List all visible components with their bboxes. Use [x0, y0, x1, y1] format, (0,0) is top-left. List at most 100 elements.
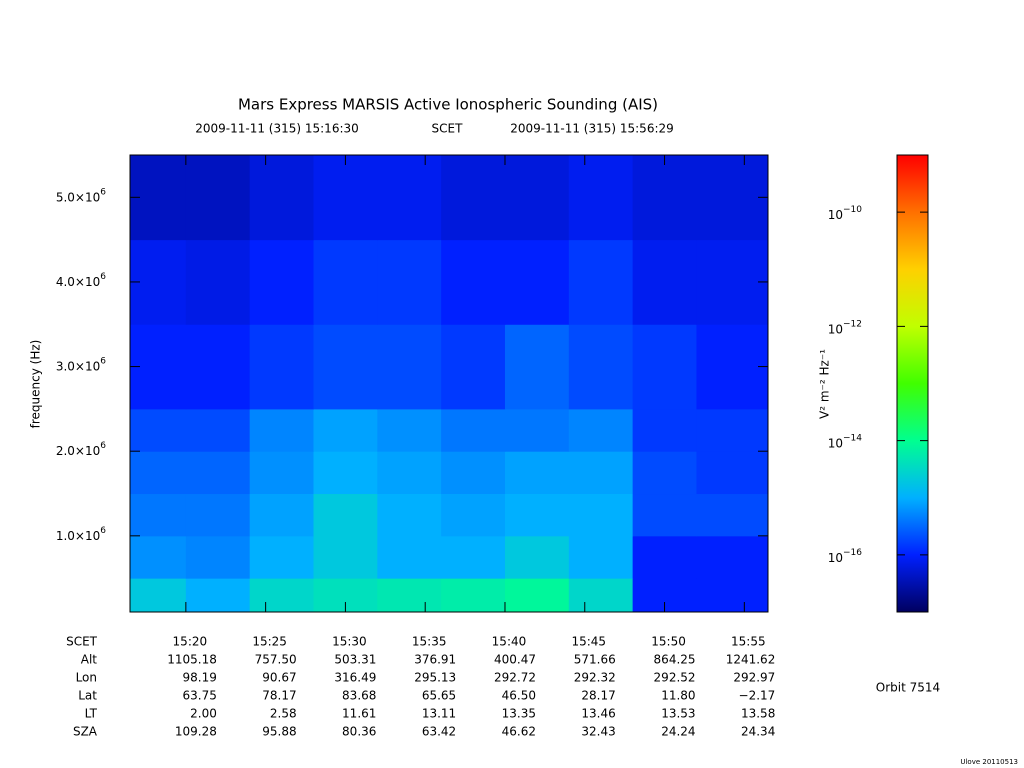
ephemeris-value: 1241.62	[726, 653, 776, 667]
spectrogram-cell	[441, 239, 506, 325]
ephemeris-value: 295.13	[414, 671, 456, 685]
spectrogram-cell	[696, 239, 769, 325]
ephemeris-value: 13.11	[422, 707, 456, 721]
spectrogram-cell	[568, 451, 634, 495]
credit: Ulove 20110513	[960, 758, 1018, 766]
ephemeris-value: 24.24	[661, 725, 695, 739]
spectrogram-cell	[632, 451, 697, 495]
spectrogram-cell	[696, 493, 769, 537]
spectrogram-cell	[377, 324, 442, 410]
colorbar	[896, 154, 929, 613]
spectrogram-cell	[185, 155, 251, 241]
chart-title: Mars Express MARSIS Active Ionospheric S…	[238, 96, 658, 114]
spectrogram-cell	[185, 451, 251, 495]
ephemeris-value: 46.50	[502, 689, 536, 703]
ephemeris-value: 80.36	[342, 725, 376, 739]
y-tick-label: 3.0×106	[56, 356, 106, 373]
x-tick-label: 15:55	[731, 635, 766, 649]
spectrogram-cell	[185, 493, 251, 537]
x-tick-label: 15:45	[571, 635, 606, 649]
spectrogram-cell	[249, 324, 315, 410]
spectrogram-cell	[313, 155, 378, 241]
spectrogram-cell	[130, 408, 187, 452]
ephemeris-label: Alt	[81, 653, 98, 667]
spectrogram-cell	[313, 408, 378, 452]
spectrogram-cell	[696, 535, 769, 579]
spectrogram-cell	[568, 578, 634, 613]
spectrogram-cell	[568, 324, 634, 410]
colorbar-tick-label: 10−10	[828, 205, 863, 222]
ephemeris-value: 292.52	[654, 671, 696, 685]
spectrogram-cell	[130, 493, 187, 537]
spectrogram-cell	[696, 155, 769, 241]
spectrogram-cell	[377, 155, 442, 241]
ephemeris-value: 11.80	[661, 689, 695, 703]
ephemeris-value: 292.97	[733, 671, 775, 685]
spectrogram-cell	[441, 578, 506, 613]
ephemeris-label: Lat	[78, 689, 97, 703]
plot-frame	[129, 154, 769, 613]
spectrogram-cell	[568, 535, 634, 579]
spectrogram-cell	[249, 408, 315, 452]
spectrogram-cell	[504, 324, 570, 410]
spectrogram-cell	[568, 493, 634, 537]
ephemeris-value: 24.34	[741, 725, 775, 739]
spectrogram-cell	[313, 493, 378, 537]
spectrogram-cell	[632, 535, 697, 579]
spectrogram-cell	[130, 535, 187, 579]
spectrogram-cell	[504, 493, 570, 537]
spectrogram-cell	[313, 239, 378, 325]
spectrogram-cell	[249, 155, 315, 241]
spectrogram-cell	[504, 155, 570, 241]
x-tick-label: 15:20	[173, 635, 208, 649]
ephemeris-value: 13.46	[581, 707, 615, 721]
spectrogram-cell	[377, 535, 442, 579]
ephemeris-value: 2.58	[270, 707, 297, 721]
spectrogram-cell	[504, 239, 570, 325]
ephemeris-value: 13.53	[661, 707, 695, 721]
ephemeris-value: 28.17	[581, 689, 615, 703]
ephemeris-value: 13.35	[502, 707, 536, 721]
y-tick-label: 1.0×106	[56, 525, 106, 542]
spectrogram-cell	[249, 239, 315, 325]
ephemeris-value: 757.50	[255, 653, 297, 667]
ephemeris-value: 90.67	[262, 671, 296, 685]
spectrogram-cell	[130, 451, 187, 495]
ephemeris-value: 13.58	[741, 707, 775, 721]
ephemeris-value: 46.62	[502, 725, 536, 739]
spectrogram-cell	[696, 324, 769, 410]
ephemeris-label: SZA	[73, 725, 98, 739]
spectrogram-cell	[313, 451, 378, 495]
ephemeris-value: 400.47	[494, 653, 536, 667]
ephemeris-value: −2.17	[739, 689, 776, 703]
spectrogram-cell	[632, 155, 697, 241]
spectrogram-cell	[185, 408, 251, 452]
spectrogram-cell	[377, 578, 442, 613]
ephemeris-value: 864.25	[654, 653, 696, 667]
x-tick-label: 15:40	[492, 635, 527, 649]
ephemeris-label: SCET	[66, 635, 98, 649]
spectrogram-cell	[185, 578, 251, 613]
spectrogram-cell	[504, 535, 570, 579]
spectrogram-cell	[632, 239, 697, 325]
x-tick-label: 15:25	[252, 635, 287, 649]
colorbar-tick-label: 10−12	[828, 319, 862, 336]
orbit-label: Orbit 7514	[876, 681, 940, 695]
colorbar-tick-label: 10−16	[828, 547, 863, 564]
colorbar-label: V² m⁻² Hz⁻¹	[818, 349, 832, 419]
spectrogram-cell	[568, 239, 634, 325]
ephemeris-value: 316.49	[334, 671, 376, 685]
y-tick-label: 4.0×106	[56, 271, 106, 288]
spectrogram-cell	[696, 578, 769, 613]
ephemeris-value: 376.91	[414, 653, 456, 667]
spectrogram-cell	[441, 155, 506, 241]
spectrogram-cell	[632, 493, 697, 537]
spectrogram-cell	[441, 493, 506, 537]
spectrogram-cell	[249, 578, 315, 613]
ephemeris-value: 11.61	[342, 707, 376, 721]
spectrogram-cell	[185, 535, 251, 579]
ephemeris-value: 65.65	[422, 689, 456, 703]
spectrogram-cell	[504, 408, 570, 452]
ephemeris-value: 83.68	[342, 689, 376, 703]
